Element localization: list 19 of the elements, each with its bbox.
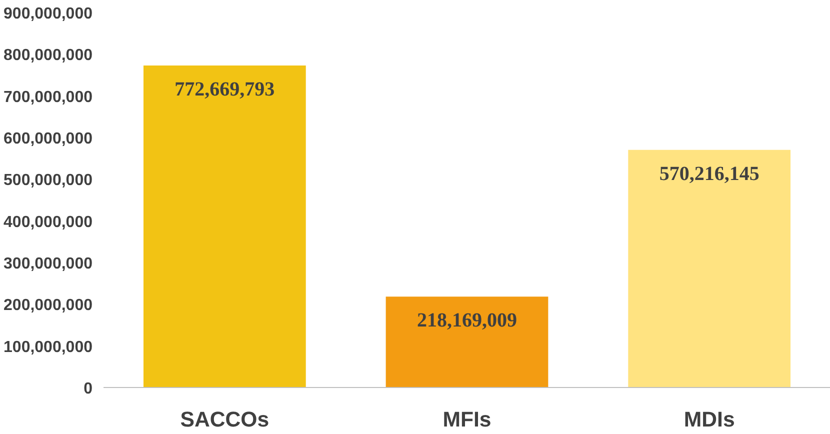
y-tick-label: 800,000,000 (4, 47, 93, 64)
y-tick-label: 700,000,000 (4, 88, 93, 106)
y-tick-label: 600,000,000 (4, 130, 93, 148)
data-label: 218,169,009 (417, 310, 517, 332)
y-tick-label: 100,000,000 (4, 338, 93, 356)
x-tick-label: SACCOs (180, 408, 270, 432)
y-tick-label: 300,000,000 (4, 256, 93, 272)
y-tick-label: 0 (84, 380, 93, 398)
x-tick-label: MFIs (442, 408, 492, 432)
y-tick-label: 200,000,000 (4, 297, 93, 314)
data-label: 772,669,793 (174, 78, 275, 101)
data-label: 570,216,145 (659, 162, 760, 185)
bar (628, 150, 791, 388)
bar (386, 296, 548, 388)
y-tick-label: 400,000,000 (4, 214, 93, 231)
x-tick-label: MDIs (684, 408, 735, 432)
bar (143, 66, 306, 388)
y-tick-label: 900,000,000 (4, 6, 93, 22)
y-tick-label: 500,000,000 (4, 172, 93, 190)
